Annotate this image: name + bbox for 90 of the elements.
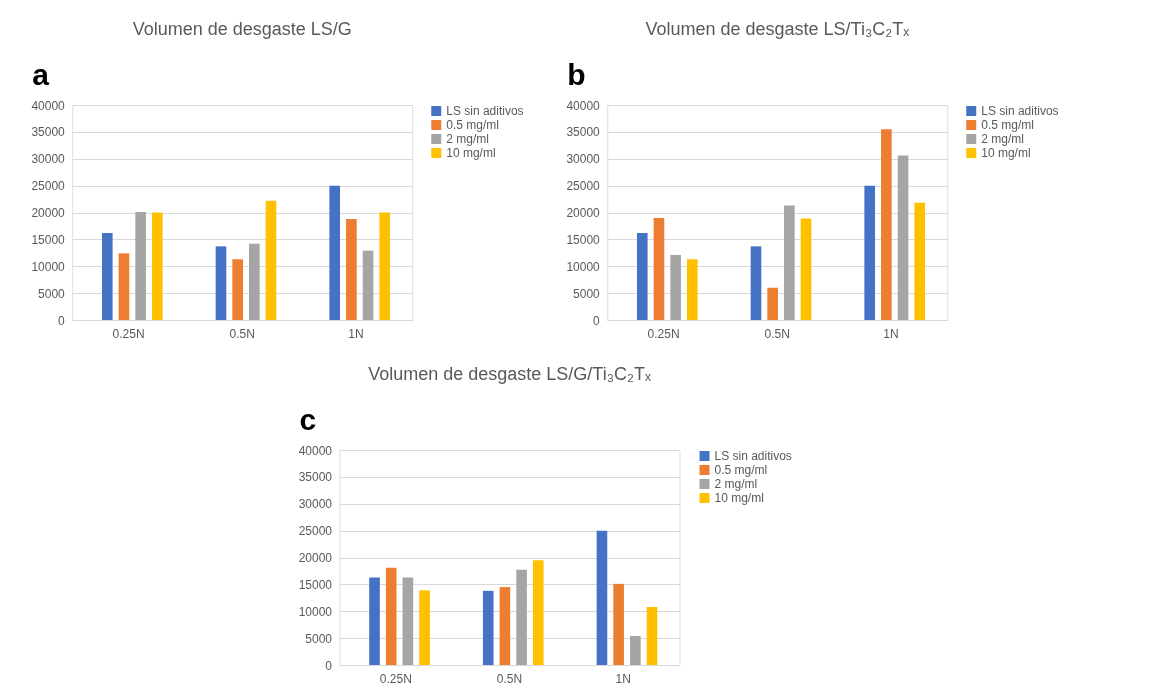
bar [101,232,113,320]
bar [532,560,544,665]
bar [379,212,391,320]
x-tick-label: 1N [348,326,364,341]
bar [686,259,698,320]
bar [613,583,624,665]
legend-label: 0.5 mg/ml [446,118,499,132]
bar [249,243,260,320]
bar [881,129,892,320]
bar [265,200,277,320]
bar [402,577,414,665]
bar [864,185,876,320]
chart-title: Volumen de desgaste LS/G [132,19,352,39]
y-tick-label: 5000 [305,631,333,646]
y-tick-label: 10000 [31,259,66,274]
y-tick-label: 0 [58,313,66,328]
bar [362,250,374,320]
bar [629,635,641,665]
bar [215,246,227,320]
y-tick-label: 5000 [38,286,66,301]
legend-label: 2 mg/ml [981,132,1024,146]
x-tick-label: 0.5N [229,326,255,341]
bar [636,232,648,320]
y-tick-label: 35000 [566,125,601,140]
bar [329,185,341,320]
bar [482,590,494,665]
bar [653,217,665,320]
legend-label: 10 mg/ml [714,491,764,505]
y-tick-label: 35000 [31,125,66,140]
y-tick-label: 30000 [31,152,66,167]
y-tick-label: 15000 [566,232,601,247]
legend-label: LS sin aditivos [446,104,524,118]
chart-title: Volumen de desgaste LS/G/Ti₃C₂Tₓ [368,364,651,384]
x-tick-label: 0.5N [496,671,523,686]
x-tick-label: 1N [883,326,899,341]
x-tick-label: 0.25N [379,671,412,686]
legend-label: LS sin aditivos [714,449,792,463]
y-tick-label: 25000 [566,179,601,194]
bar [646,606,658,665]
y-tick-label: 15000 [298,577,333,592]
bar [499,587,511,665]
bar [670,254,681,320]
chart-title: Volumen de desgaste LS/Ti₃C₂Tₓ [645,19,910,39]
y-tick-label: 40000 [298,443,333,458]
legend-label: 10 mg/ml [446,146,496,160]
y-tick-label: 25000 [31,179,66,194]
y-tick-label: 0 [593,313,601,328]
bar [516,569,527,665]
y-tick-label: 30000 [298,497,333,512]
bar [369,577,380,665]
legend-label: 0.5 mg/ml [714,463,768,477]
bar [750,246,762,320]
bar [385,567,397,665]
text: b [567,58,586,91]
y-tick-label: 10000 [298,604,333,619]
y-tick-label: 30000 [566,152,601,167]
y-tick-label: 15000 [31,232,66,247]
legend-label: 2 mg/ml [446,132,489,146]
y-tick-label: 5000 [573,286,601,301]
y-tick-label: 40000 [31,98,66,113]
y-tick-label: 20000 [31,206,66,220]
bar [232,259,243,320]
bar [151,212,163,320]
bar [784,205,795,320]
bar [897,155,909,320]
text: c [299,403,317,436]
legend-label: 2 mg/ml [714,477,758,491]
y-tick-label: 20000 [566,206,601,220]
y-tick-label: 20000 [298,551,333,565]
bar [135,211,146,320]
y-tick-label: 40000 [566,98,601,113]
legend-label: 10 mg/ml [981,146,1031,160]
text: a [32,58,50,91]
x-tick-label: 0.25N [112,326,145,341]
x-tick-label: 0.5N [764,326,790,341]
bar [118,253,130,320]
x-tick-label: 0.25N [647,326,680,341]
y-tick-label: 35000 [298,470,333,485]
legend-label: 0.5 mg/ml [981,118,1034,132]
x-tick-label: 1N [615,671,631,686]
bar [346,218,357,320]
bar [914,202,926,320]
bar [596,530,608,665]
y-tick-label: 25000 [298,524,333,539]
y-tick-label: 0 [325,658,333,673]
bar [419,590,430,665]
y-tick-label: 10000 [566,259,601,274]
bar [800,218,812,320]
legend-label: LS sin aditivos [981,104,1059,118]
bar [767,287,778,320]
